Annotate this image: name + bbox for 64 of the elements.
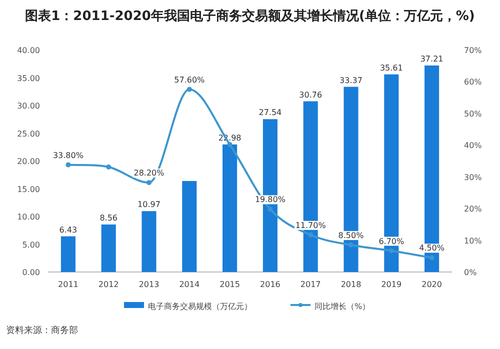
- data-label: 57.60%: [174, 75, 206, 84]
- y-tick-label: 15.00: [17, 184, 40, 194]
- y-tick-label: 5.00: [22, 240, 40, 250]
- x-tick-label: 2012: [98, 280, 119, 289]
- bar: [101, 224, 116, 272]
- point: [308, 232, 314, 238]
- data-label: 4.50%: [419, 244, 445, 253]
- y2-tick-label: 50%: [464, 109, 482, 118]
- y-tick-label: 30.00: [17, 102, 40, 110]
- x-tick-label: 2011: [58, 280, 78, 289]
- data-label: 30.76: [299, 90, 322, 100]
- data-label: 33.37: [340, 76, 362, 85]
- point: [348, 242, 354, 248]
- data-label: 27.54: [258, 108, 282, 118]
- point: [146, 180, 152, 186]
- data-label: 33.80%: [52, 150, 84, 160]
- x-tick-label: 2019: [381, 280, 402, 289]
- y-tick-label: 25.00: [17, 129, 40, 138]
- data-label: 6.43: [59, 225, 78, 234]
- point: [186, 86, 192, 92]
- y-tick-label: 35.00: [17, 74, 40, 83]
- y2-tick-label: 70%: [464, 46, 482, 55]
- y2-tick-label: 60%: [464, 78, 482, 87]
- y2-tick-label: 30%: [464, 172, 482, 182]
- y-tick-label: 20.00: [17, 157, 40, 166]
- data-label: 6.70%: [378, 236, 404, 246]
- x-tick-label: 2016: [260, 280, 280, 289]
- y2-tick-label: 10%: [464, 236, 482, 246]
- bar: [60, 236, 76, 272]
- bar: [222, 144, 238, 272]
- data-label: 28.20%: [134, 168, 165, 178]
- chart-title: 图表1：2011-2020年我国电子商务交易额及其增长情况(单位：万亿元，%): [25, 8, 475, 24]
- legend-label: 同比增长（%）: [314, 302, 370, 311]
- data-label: 19.80%: [254, 195, 286, 204]
- data-label: 8.50%: [338, 231, 364, 240]
- data-label: 37.21: [420, 54, 444, 64]
- x-tick-label: 2014: [179, 280, 200, 289]
- y-tick-label: 10.00: [17, 212, 40, 222]
- y-tick-label: 0.00: [22, 268, 40, 277]
- y2-tick-label: 0%: [464, 268, 478, 277]
- x-tick-label: 2015: [220, 280, 240, 289]
- data-label: 10.97: [138, 200, 160, 210]
- point: [66, 162, 71, 168]
- data-label: 35.61: [380, 63, 403, 72]
- data-label: 11.70%: [295, 220, 326, 230]
- x-tick-label: 2017: [300, 280, 321, 289]
- text: 资料来源：商务部: [6, 325, 78, 336]
- y-tick-label: 40.00: [17, 46, 40, 55]
- x-tick-label: 2020: [422, 280, 442, 289]
- data-label: 8.56: [100, 213, 118, 222]
- y2-tick-label: 20%: [464, 204, 482, 214]
- bar: [142, 211, 156, 272]
- bar: [182, 180, 197, 272]
- point: [106, 164, 112, 170]
- point: [227, 142, 232, 148]
- legend-item: 电子商务交易规模（万亿元）: [124, 302, 252, 311]
- point: [388, 248, 394, 254]
- y2-tick-label: 40%: [464, 141, 482, 150]
- legend-item: 同比增长（%）: [290, 302, 370, 311]
- point: [429, 255, 434, 260]
- x-tick-label: 2013: [138, 280, 160, 289]
- x-tick-label: 2018: [340, 280, 362, 289]
- legend-label: 电子商务交易规模（万亿元）: [148, 302, 252, 311]
- point: [268, 206, 273, 212]
